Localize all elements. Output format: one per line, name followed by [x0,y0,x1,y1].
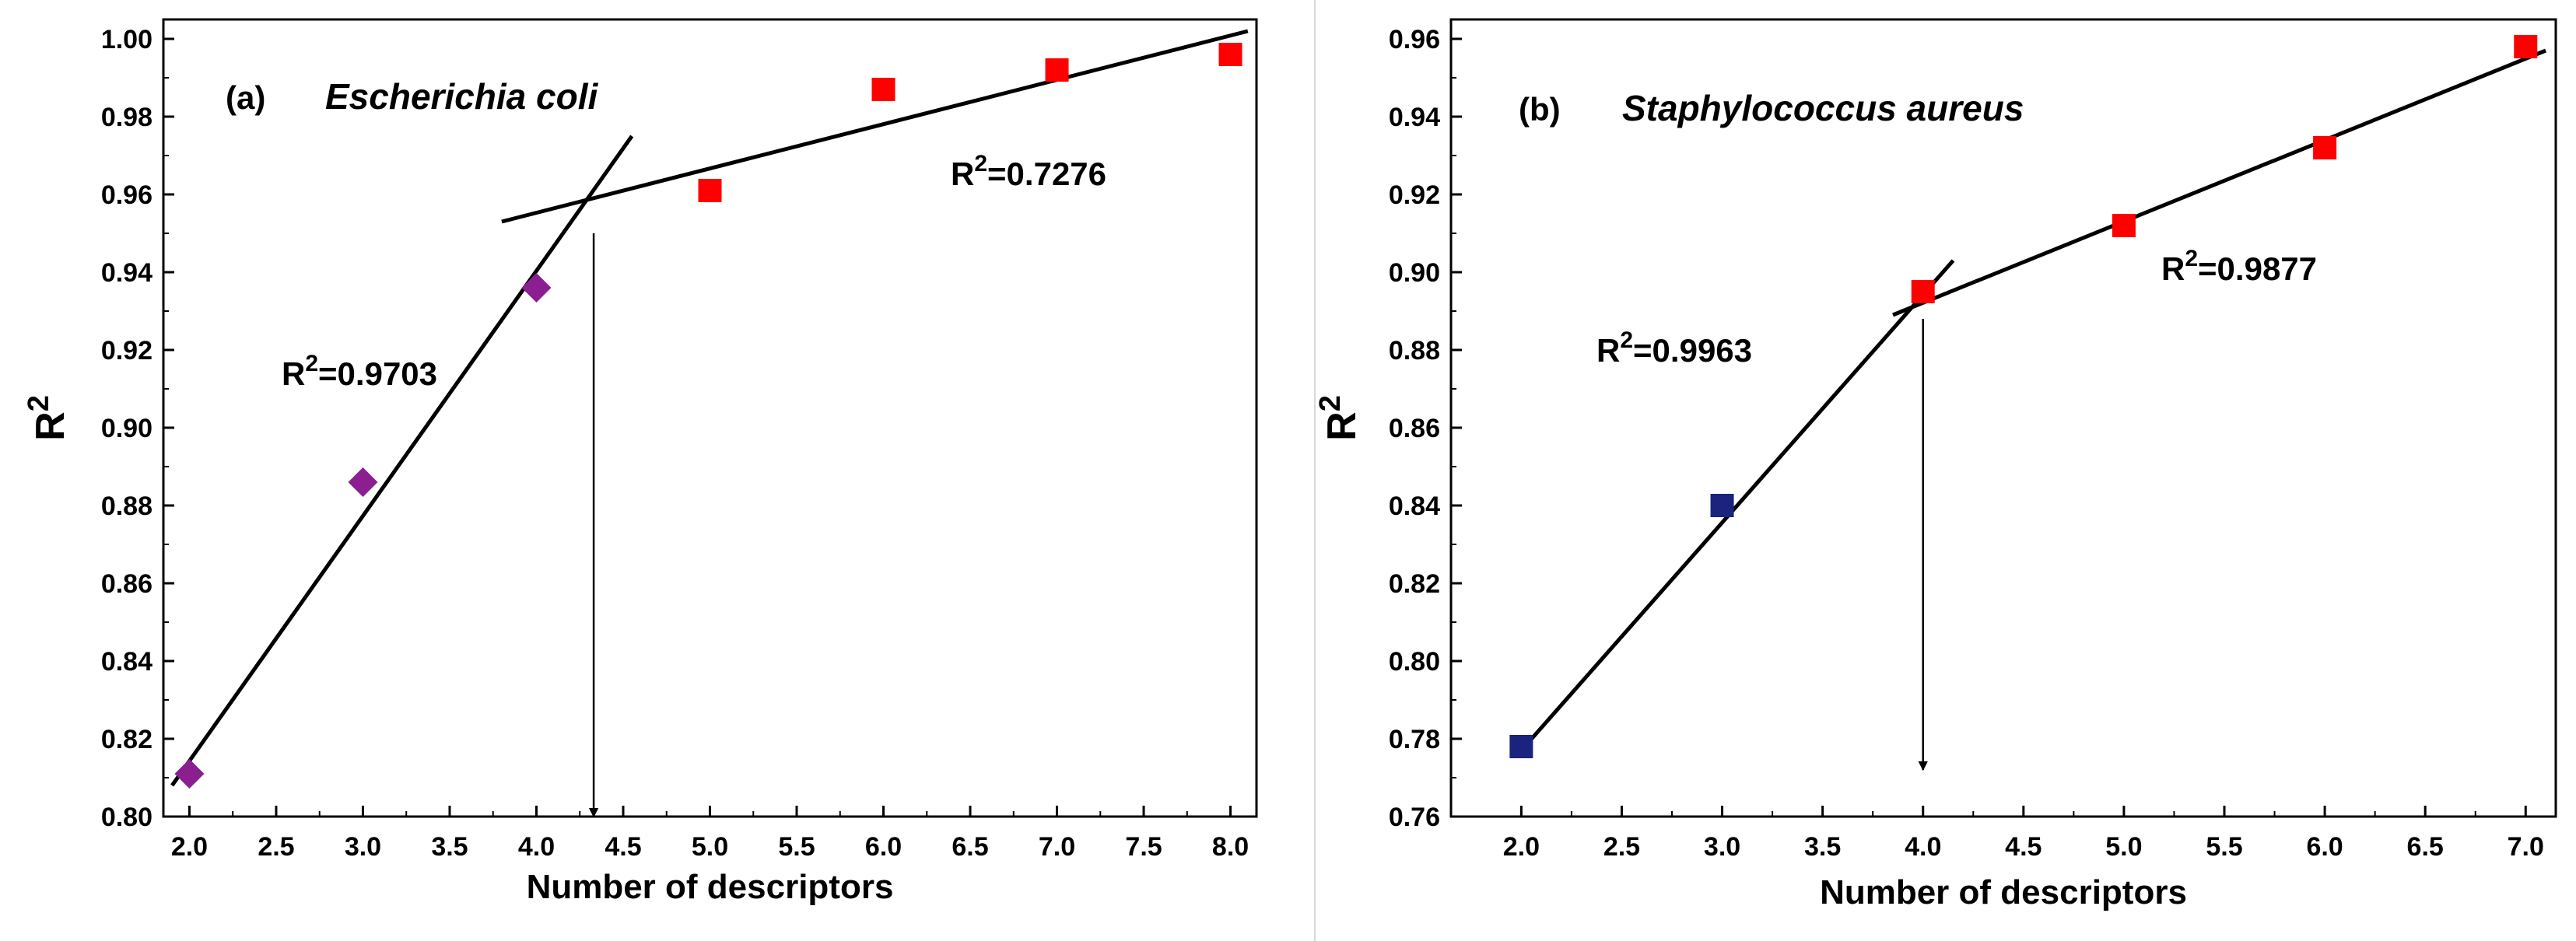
data-point [2112,214,2136,237]
y-tick-label: 0.90 [1389,258,1440,288]
data-point [521,273,552,303]
fit-line [170,135,634,787]
x-tick-label: 2.5 [1603,832,1640,862]
x-tick-label: 4.0 [518,832,555,862]
x-tick-label: 3.5 [1804,832,1841,862]
x-tick-label: 7.0 [1039,832,1075,862]
x-tick-label: 3.0 [345,832,381,862]
x-tick-label: 4.0 [1905,832,1941,862]
y-tick-label: 0.80 [101,803,152,832]
y-tick-label: 0.94 [1389,103,1440,132]
data-point [1045,58,1069,82]
chart-title: Escherichia coli [325,76,598,117]
x-tick-label: 6.5 [2407,832,2444,862]
y-tick-label: 0.90 [101,414,152,443]
x-tick-label: 5.5 [2206,832,2242,862]
x-tick-label: 6.0 [2306,832,2343,862]
data-point [1710,494,1734,517]
data-point [174,759,205,789]
x-axis-title: Number of descriptors [527,868,894,906]
y-axis-title: R2 [1314,395,1365,441]
y-axis-title: R2 [23,395,73,441]
x-axis-title: Number of descriptors [1820,873,2187,911]
y-tick-label: 1.00 [101,25,152,54]
y-tick-label: 0.86 [1389,414,1440,443]
x-tick-label: 3.5 [431,832,468,862]
data-point [1911,280,1935,303]
r2-annotation: R2=0.9963 [1596,327,1752,369]
panel-label: (b) [1519,91,1561,128]
y-tick-label: 0.98 [101,103,152,132]
fit-line [1892,48,2547,317]
y-tick-label: 0.94 [101,258,152,288]
x-tick-label: 2.0 [171,832,208,862]
panel-a: 2.0 2.5 3.0 3.5 4.0 4.5 5.0 5.5 6.0 6.5 7.0 7.5 8.0 0… [23,18,1258,906]
x-tick-label: 4.5 [605,832,641,862]
data-point [2313,136,2337,159]
y-tick-label: 0.84 [101,647,152,677]
y-tick-label: 0.88 [1389,336,1440,366]
data-point [698,179,722,202]
fit-line [501,29,1249,224]
x-tick-label: 5.5 [778,832,815,862]
x-tick-label: 4.5 [2005,832,2042,862]
y-tick-label: 0.92 [101,336,152,366]
r2-annotation: R2=0.9703 [282,351,437,392]
data-point [871,78,895,101]
plot-frame [162,18,1258,818]
x-tick-label: 7.0 [2508,832,2544,862]
chart-title: Staphylococcus aureus [1622,88,2024,128]
data-point [1509,735,1533,758]
x-tick-label: 7.5 [1125,832,1162,862]
x-tick-label: 2.0 [1503,832,1540,862]
y-tick-label: 0.96 [101,180,152,210]
x-tick-label: 8.0 [1212,832,1249,862]
x-tick-label: 5.0 [2105,832,2142,862]
x-tick-label: 5.0 [692,832,728,862]
y-tick-label: 0.88 [101,491,152,521]
y-tick-label: 0.82 [1389,569,1440,599]
x-tick-label: 6.5 [952,832,988,862]
data-point [2514,35,2538,58]
r2-annotation: R2=0.7276 [951,151,1106,192]
fit-line [1519,259,1955,752]
data-point [348,467,378,497]
y-tick-label: 0.82 [101,725,152,754]
y-tick-label: 0.92 [1389,180,1440,210]
plot-frame [1449,18,2557,818]
y-tick-label: 0.86 [101,569,152,599]
y-tick-label: 0.80 [1389,647,1440,677]
panel-b: 2.0 2.5 3.0 3.5 4.0 4.5 5.0 5.5 6.0 6.5 7.0 0.76 0.7… [1314,18,2557,911]
panel-label: (a) [226,79,265,116]
y-tick-label: 0.96 [1389,25,1440,54]
x-tick-label: 2.5 [258,832,294,862]
x-tick-label: 3.0 [1704,832,1740,862]
x-tick-label: 6.0 [865,832,902,862]
y-tick-label: 0.84 [1389,491,1440,521]
y-tick-label: 0.78 [1389,725,1440,754]
data-point [1218,43,1242,66]
y-tick-label: 0.76 [1389,803,1440,832]
r2-annotation: R2=0.9877 [2161,246,2317,287]
